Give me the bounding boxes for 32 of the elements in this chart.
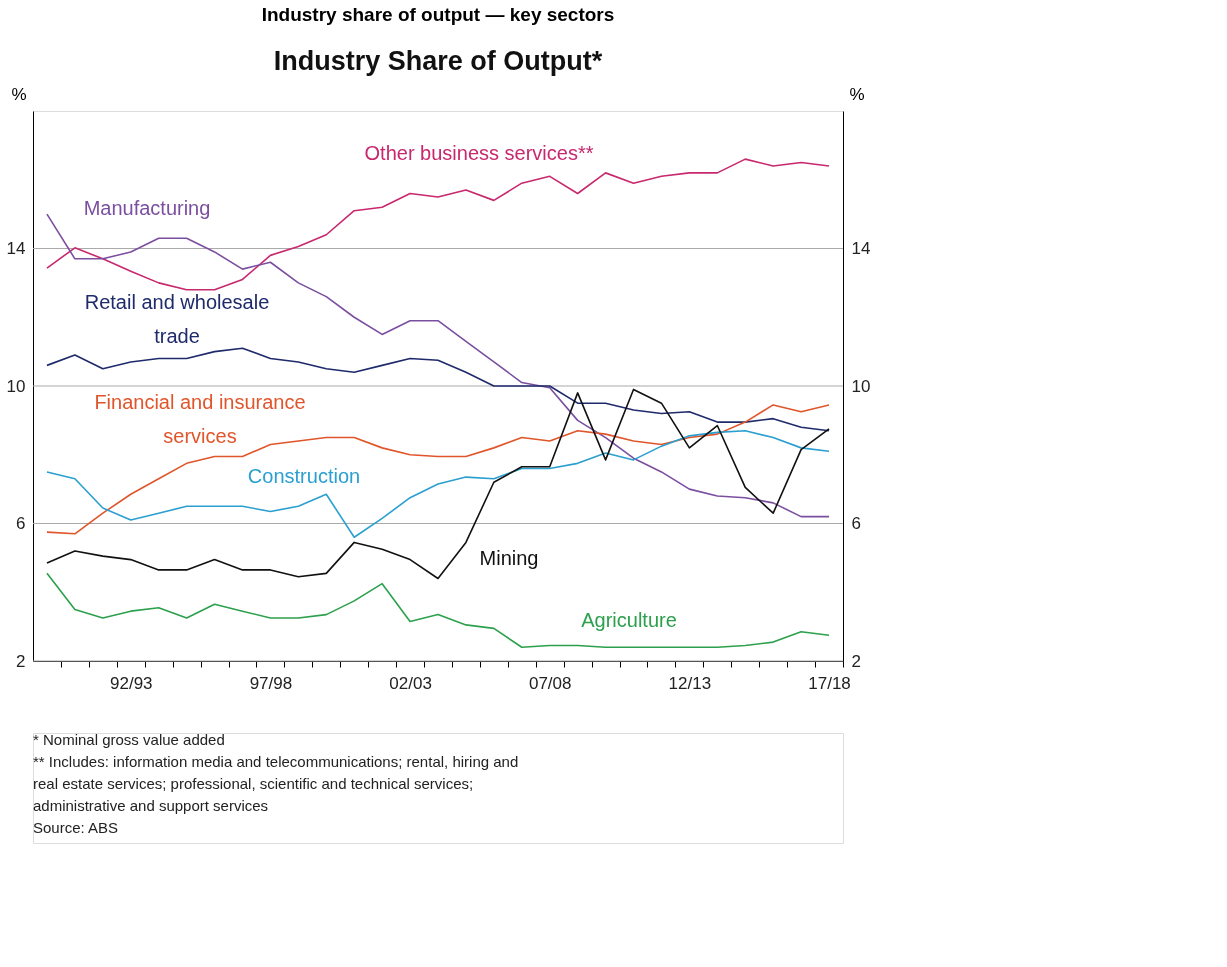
y2-tick-label: 6 [851,514,861,533]
series-label: Financial and insurance services [94,391,306,447]
y2-tick-label: 2 [851,651,861,671]
x-tick-label: 17/18 [808,673,851,693]
x-tick-label: 92/93 [109,673,153,693]
x-tick-label: 97/98 [249,673,293,693]
text: * Nominal gross value added [33,731,225,748]
x-tick-label: 12/13 [668,673,712,693]
series-label: Mining [479,547,539,569]
y2-axis-title: % [849,84,865,104]
chart-title: Industry share of output — key sectors [261,3,615,25]
line-series [46,158,830,291]
series-label: Other business services** [364,142,594,164]
chart-subtitle: Industry Share of Output* [273,45,603,76]
line-series [46,572,830,649]
source-note: Source: ABS [33,819,119,836]
x-tick-label: 07/08 [528,673,572,693]
y-tick-label: 10 [6,376,26,396]
series-label: Agriculture [581,609,677,631]
line-series [46,429,830,539]
line-series [46,388,830,580]
y2-tick-label: 14 [851,239,871,258]
series-label: Manufacturing [83,197,211,219]
y-tick-label: 14 [6,239,26,258]
text: ** Includes: information media and telecommunications; rental, hiring and real estate services; professional, scientific and technical services; administrative and support services [33,753,519,814]
x-tick-label: 02/03 [389,673,432,693]
y-axis-title: % [11,84,27,104]
y-tick-label: 2 [16,651,26,671]
series-label: Construction [247,465,361,487]
y-tick-label: 6 [16,514,26,533]
y2-tick-label: 10 [851,376,871,396]
series-label: Retail and wholesale trade [84,291,270,347]
